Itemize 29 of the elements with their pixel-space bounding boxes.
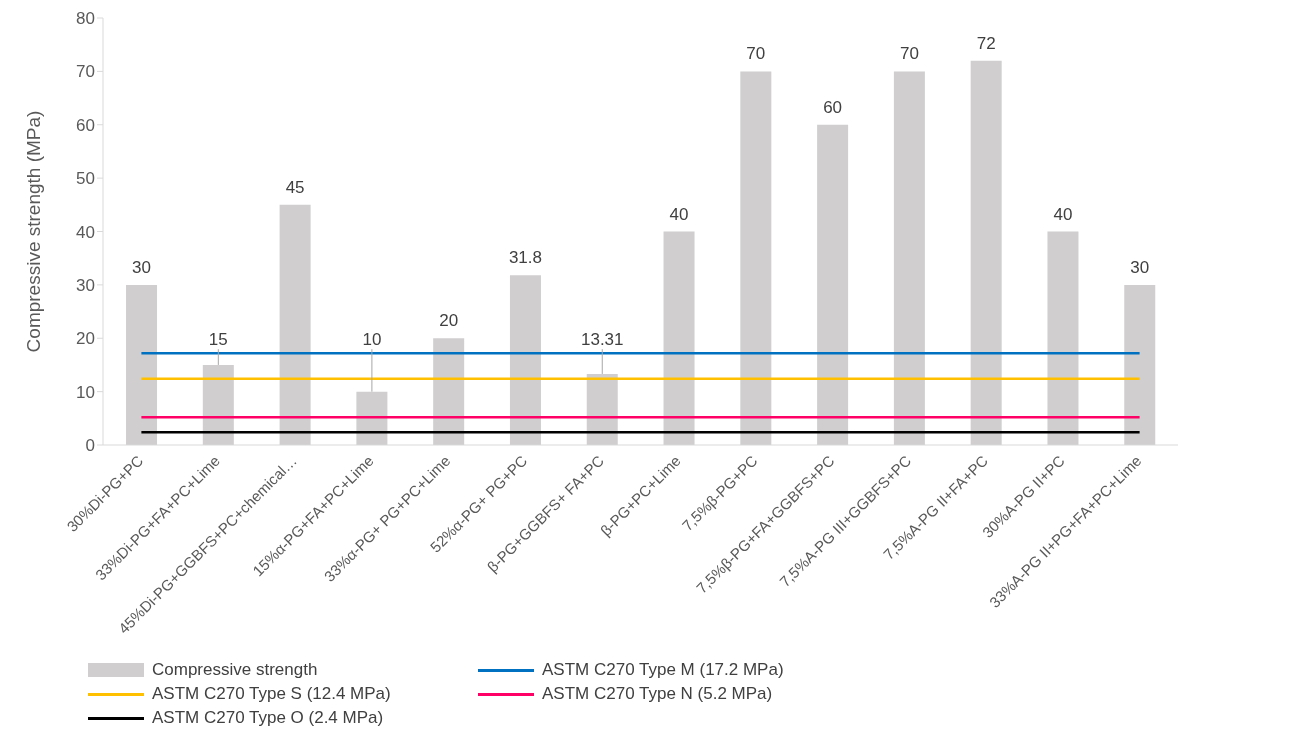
data-label: 13.31 — [580, 330, 624, 350]
data-label: 40 — [669, 204, 689, 224]
legend-label: ASTM C270 Type S (12.4 MPa) — [151, 684, 392, 704]
y-tick-label: 10 — [76, 382, 95, 402]
data-label: 20 — [439, 311, 459, 331]
y-axis-title: Compressive strength (MPa) — [22, 110, 44, 353]
data-label: 70 — [746, 44, 766, 64]
data-label: 10 — [362, 330, 382, 350]
data-label: 30 — [1130, 257, 1150, 277]
legend-label: ASTM C270 Type N (5.2 MPa) — [541, 684, 774, 704]
y-tick-label: 0 — [85, 436, 95, 456]
data-label: 40 — [1053, 204, 1073, 224]
data-label: 15 — [208, 330, 228, 350]
legend-label: ASTM C270 Type M (17.2 MPa) — [541, 660, 785, 680]
y-tick-label: 60 — [76, 115, 95, 135]
data-label: 31.8 — [508, 248, 543, 268]
data-label: 60 — [823, 97, 843, 117]
data-label: 72 — [976, 33, 996, 53]
y-tick-label: 50 — [76, 169, 95, 189]
y-tick-label: 20 — [76, 329, 95, 349]
legend-label: Compressive strength — [151, 660, 319, 680]
y-tick-label: 30 — [76, 275, 95, 295]
data-label: 30 — [132, 257, 151, 277]
y-tick-label: 40 — [76, 222, 95, 242]
data-label: 70 — [899, 44, 919, 64]
legend-label: ASTM C270 Type O (2.4 MPa) — [151, 708, 385, 728]
data-label: 45 — [285, 177, 305, 197]
y-tick-label: 80 — [76, 9, 95, 29]
y-tick-label: 70 — [76, 62, 95, 82]
